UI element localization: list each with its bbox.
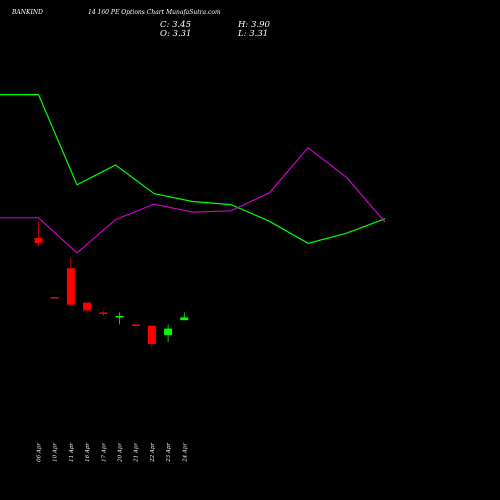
candle-body [83,302,92,311]
x-tick-label: 23 Apr [166,443,172,463]
indicator-line-green [0,93,386,244]
x-tick-label: 17 Apr [101,443,107,462]
candle [83,302,92,314]
candle [34,221,43,246]
x-tick-label: 10 Apr [53,443,59,462]
indicator-lines [0,93,386,254]
x-tick-label: 06 Apr [37,443,43,462]
x-tick-label: 16 Apr [85,443,91,462]
candle-body [147,325,156,345]
candle [131,324,140,327]
x-tick-label: 21 Apr [134,443,140,463]
candle-body [131,324,140,326]
candle-body [180,317,189,321]
candle-body [115,315,124,318]
low-value: L: 3.31 [237,29,268,39]
candle [115,312,124,325]
candle-body [66,268,75,305]
chart-title: 14 160 PE Options Chart MunafaSutra.com [88,9,221,16]
candles [34,221,189,349]
candle-body [50,297,59,299]
symbol-label: BANKIND [11,9,43,16]
x-tick-label: 22 Apr [150,443,156,463]
indicator-line-magenta [0,146,386,254]
candle [66,257,75,306]
x-axis-labels: 06 Apr 10 Apr 11 Apr 16 Apr 17 Apr 20 Apr 21 A… [37,443,189,463]
x-tick-label: 24 Apr [182,443,188,463]
candle [99,311,108,316]
candle [50,297,59,299]
candle-body [164,328,173,335]
x-tick-label: 20 Apr [118,443,124,463]
open-value: O: 3.31 [160,29,191,39]
candle-body [34,238,43,243]
candle [147,325,156,349]
candle-body [99,312,108,314]
candle [164,324,173,342]
close-value: C: 3.45 [160,20,191,30]
high-value: H: 3.90 [237,20,270,30]
candle [180,312,189,321]
x-tick-label: 11 Apr [69,443,75,462]
